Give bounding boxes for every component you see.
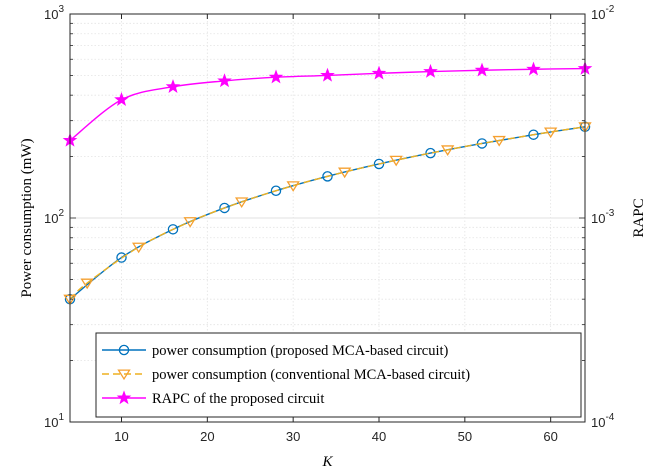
triangle-marker	[543, 127, 558, 139]
triangle-marker	[183, 217, 197, 228]
x-tick-label: 50	[458, 429, 472, 444]
x-tick-label: 30	[286, 429, 300, 444]
triangle-marker	[389, 155, 403, 167]
star-marker	[165, 79, 181, 93]
triangle-marker	[131, 242, 146, 254]
star-marker	[320, 67, 335, 82]
circle-marker	[322, 171, 333, 182]
legend-label: power consumption (conventional MCA-base…	[152, 367, 470, 383]
star-marker	[423, 63, 438, 78]
triangle-marker	[80, 278, 94, 290]
legend-entry-3: RAPC of the proposed circuit	[102, 390, 324, 407]
circle-marker	[528, 129, 539, 140]
x-axis-label: K	[321, 454, 333, 470]
right-tick-label: 10-3	[591, 208, 615, 226]
x-tick-label: 60	[543, 429, 557, 444]
triangle-marker	[337, 167, 352, 179]
circle-marker	[373, 158, 385, 170]
triangle-marker	[492, 135, 506, 147]
star-marker	[371, 65, 387, 80]
star-marker	[116, 390, 132, 405]
series-3	[62, 60, 593, 147]
star-marker	[268, 69, 284, 84]
left-tick-label: 102	[44, 208, 64, 226]
y-axis-left-label: Power consumption (mW)	[19, 138, 35, 297]
x-tick-label: 20	[200, 429, 214, 444]
left-tick-label: 101	[44, 412, 64, 430]
circle-marker	[219, 202, 230, 214]
legend-entry-2: power consumption (conventional MCA-base…	[102, 367, 470, 383]
legend-box	[95, 332, 582, 418]
left-tick-label: 103	[44, 4, 64, 22]
circle-marker	[116, 252, 127, 263]
axes: 10 20 30 40 50 60 101 102 103 10-4 10-3 10-2	[44, 4, 615, 444]
y-axis-right-label: RAPC	[631, 198, 647, 237]
triangle-marker	[234, 197, 249, 209]
star-marker	[217, 73, 232, 88]
right-tick-label: 10-2	[591, 4, 615, 22]
legend: power consumption (proposed MCA-based ci…	[95, 332, 582, 418]
star-marker	[526, 61, 541, 76]
x-tick-label: 40	[372, 429, 386, 444]
star-marker	[114, 92, 129, 106]
triangle-marker	[286, 181, 300, 192]
circle-marker	[476, 138, 488, 149]
legend-label: RAPC of the proposed circuit	[152, 391, 324, 407]
star-marker	[474, 62, 490, 77]
circle-marker	[425, 147, 436, 159]
triangle-marker	[440, 145, 455, 156]
x-tick-label: 10	[114, 429, 128, 444]
circle-marker	[167, 224, 179, 235]
circle-marker	[270, 185, 282, 197]
circle-marker	[118, 344, 130, 356]
right-tick-label: 10-4	[591, 412, 615, 430]
legend-label: power consumption (proposed MCA-based ci…	[152, 343, 449, 359]
legend-entry-1: power consumption (proposed MCA-based ci…	[102, 343, 449, 359]
series-line	[69, 126, 586, 300]
triangle-marker	[117, 369, 131, 381]
